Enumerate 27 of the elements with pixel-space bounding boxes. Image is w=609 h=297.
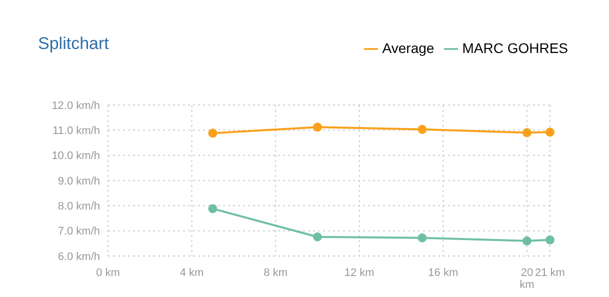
x-tick-label: 12 km: [344, 266, 374, 279]
point: [208, 204, 218, 214]
y-tick-label: 11.0 km/h: [52, 125, 100, 138]
x-tick-label: 0 km: [96, 266, 120, 279]
legend-label: MARC GOHRES: [462, 40, 568, 56]
point: [522, 236, 532, 246]
y-tick-label: 9.0 km/h: [58, 175, 100, 188]
x-tick-label: 16 km: [428, 266, 458, 279]
point: [312, 232, 322, 242]
chart-title: Splitchart: [38, 34, 109, 54]
point: [522, 128, 532, 138]
y-tick-label: 7.0 km/h: [58, 226, 100, 238]
y-tick-label: 10.0 km/h: [52, 150, 100, 162]
legend-label: Average: [382, 40, 434, 56]
y-tick-label: 12.0 km/h: [52, 100, 100, 112]
x-tick-label: 21 km: [535, 266, 565, 279]
point: [418, 124, 427, 134]
y-tick-label: 8.0 km/h: [58, 200, 100, 213]
x-tick-label: 20 km: [520, 266, 534, 291]
y-tick-label: 6.0 km/h: [58, 250, 100, 263]
point: [208, 128, 218, 138]
point: [312, 122, 322, 132]
point: [546, 235, 554, 244]
point: [546, 128, 554, 137]
point: [418, 233, 427, 242]
x-tick-label: 4 km: [180, 266, 204, 279]
x-tick-label: 8 km: [264, 266, 288, 279]
